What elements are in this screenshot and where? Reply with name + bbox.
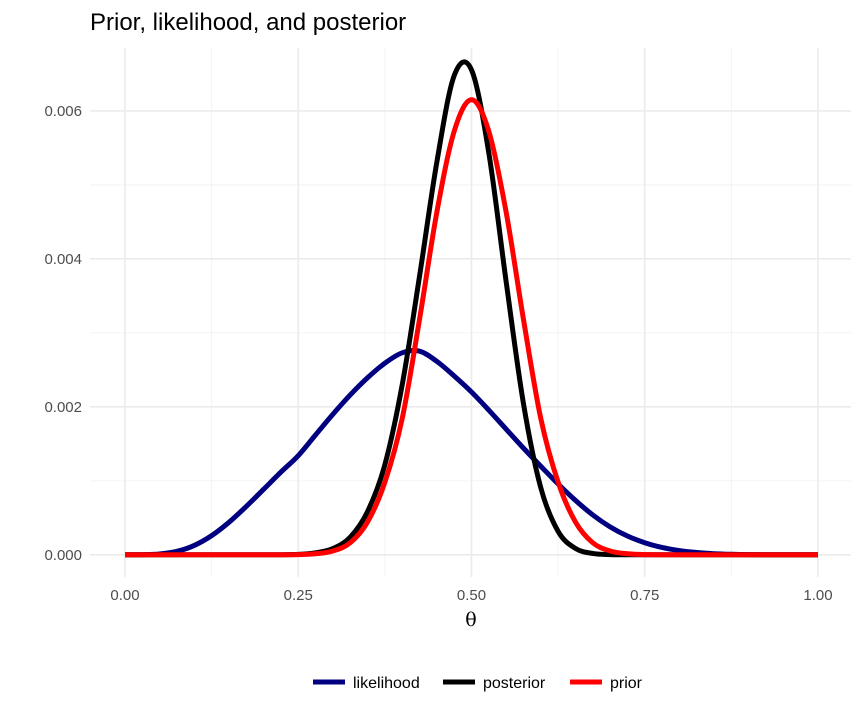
legend-label-prior: prior	[610, 675, 643, 692]
y-tick-label: 0.004	[44, 251, 82, 268]
y-tick-label: 0.000	[44, 547, 82, 564]
y-tick-label: 0.006	[44, 103, 82, 120]
plot-lines	[124, 59, 818, 558]
x-tick-label: 0.50	[457, 587, 486, 604]
legend: likelihood posterior prior	[313, 675, 643, 692]
y-tick-label: 0.002	[44, 399, 82, 416]
legend-item-prior: prior	[570, 675, 643, 692]
x-axis: 0.00 0.25 0.50 0.75 1.00	[110, 587, 832, 604]
grid	[90, 48, 851, 577]
x-tick-label: 0.00	[110, 587, 139, 604]
series-line-prior	[125, 97, 818, 558]
legend-item-likelihood: likelihood	[313, 675, 420, 692]
x-tick-label: 0.75	[630, 587, 659, 604]
legend-label-likelihood: likelihood	[353, 675, 420, 692]
x-axis-label: θ	[465, 609, 476, 631]
y-axis: 0.000 0.002 0.004 0.006	[44, 103, 82, 564]
x-tick-label: 1.00	[803, 587, 832, 604]
legend-item-posterior: posterior	[443, 675, 546, 692]
x-tick-label: 0.25	[284, 587, 313, 604]
chart-title: Prior, likelihood, and posterior	[90, 9, 406, 36]
legend-label-posterior: posterior	[483, 675, 546, 692]
